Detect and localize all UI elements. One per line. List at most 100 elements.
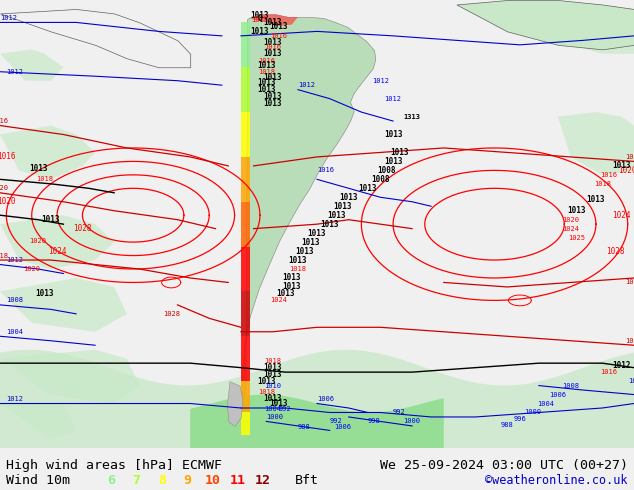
- Text: 1013: 1013: [320, 220, 339, 229]
- Text: 1013: 1013: [263, 370, 282, 379]
- Text: 1012: 1012: [298, 82, 315, 88]
- Text: 1013: 1013: [257, 78, 276, 87]
- Text: 992: 992: [279, 406, 292, 412]
- Text: 1020: 1020: [23, 266, 40, 272]
- Text: 1016: 1016: [258, 57, 275, 64]
- Text: 1013: 1013: [263, 363, 282, 372]
- Text: 1013: 1013: [263, 49, 282, 58]
- Text: 1016: 1016: [264, 44, 281, 50]
- Text: 1000: 1000: [404, 418, 420, 424]
- Text: Wind 10m: Wind 10m: [6, 474, 70, 488]
- Text: Q: Q: [257, 13, 262, 23]
- Text: 1013: 1013: [586, 195, 605, 204]
- Text: 1018: 1018: [290, 266, 306, 272]
- Text: 1028: 1028: [605, 246, 624, 256]
- Text: 1313: 1313: [404, 114, 420, 120]
- Text: 7: 7: [133, 474, 140, 488]
- Text: 996: 996: [514, 416, 526, 422]
- Text: 988: 988: [501, 422, 514, 428]
- Text: 8: 8: [158, 474, 165, 488]
- Text: 1013: 1013: [384, 157, 403, 166]
- Text: 1013: 1013: [263, 92, 282, 101]
- Text: 988: 988: [298, 424, 311, 430]
- Text: 1015: 1015: [252, 17, 268, 23]
- Text: 1016: 1016: [626, 154, 634, 160]
- Text: 10: 10: [204, 474, 221, 488]
- Text: 1013: 1013: [327, 211, 346, 220]
- Text: 1013: 1013: [288, 256, 307, 265]
- Text: 1013: 1013: [339, 193, 358, 202]
- Text: 1013: 1013: [257, 377, 276, 386]
- Text: 1013: 1013: [358, 184, 377, 193]
- Text: 1013: 1013: [269, 23, 288, 31]
- Text: 1020: 1020: [30, 238, 46, 244]
- Text: 1013: 1013: [276, 289, 295, 298]
- Text: 1013: 1013: [257, 85, 276, 94]
- Text: 1008: 1008: [377, 166, 396, 175]
- Text: 992: 992: [393, 410, 406, 416]
- Text: 1004: 1004: [537, 400, 553, 407]
- Text: 1013: 1013: [282, 273, 301, 282]
- Text: 1018: 1018: [626, 338, 634, 344]
- Text: 992: 992: [330, 418, 342, 424]
- Text: 1012: 1012: [6, 396, 23, 402]
- Text: 1000: 1000: [524, 410, 541, 416]
- Text: 1013: 1013: [41, 215, 60, 224]
- Text: 1013: 1013: [333, 202, 352, 211]
- Text: 1016: 1016: [600, 369, 617, 375]
- Text: 1016: 1016: [628, 378, 634, 384]
- Text: We 25-09-2024 03:00 UTC (00+27): We 25-09-2024 03:00 UTC (00+27): [380, 459, 628, 472]
- Text: 1018: 1018: [36, 176, 53, 182]
- Text: 1018: 1018: [258, 390, 275, 395]
- Text: 1016: 1016: [271, 33, 287, 39]
- Text: 1004: 1004: [264, 406, 281, 412]
- Text: 1006: 1006: [550, 392, 566, 397]
- Text: 1020: 1020: [562, 217, 579, 222]
- Text: 1016: 1016: [0, 152, 16, 161]
- Text: 1013: 1013: [282, 282, 301, 292]
- Text: 1024: 1024: [562, 226, 579, 232]
- Text: 1006: 1006: [317, 396, 334, 402]
- Text: 1013: 1013: [612, 161, 631, 171]
- Text: 11: 11: [230, 474, 246, 488]
- Text: 9: 9: [183, 474, 191, 488]
- Text: 1013: 1013: [263, 73, 282, 82]
- Text: 1004: 1004: [6, 329, 23, 335]
- Text: 1013: 1013: [250, 11, 269, 20]
- Text: 1008: 1008: [371, 175, 390, 184]
- Text: 1013: 1013: [29, 164, 48, 172]
- Text: 1012: 1012: [6, 69, 23, 75]
- Text: 1013: 1013: [301, 238, 320, 246]
- Text: 1013: 1013: [263, 393, 282, 403]
- Text: 1020: 1020: [0, 185, 8, 191]
- Text: 1025: 1025: [569, 235, 585, 241]
- Text: 1012: 1012: [372, 78, 389, 84]
- Text: 1012: 1012: [0, 15, 17, 21]
- Text: 1024: 1024: [48, 246, 67, 256]
- Text: 1013: 1013: [295, 246, 314, 256]
- Text: 1024: 1024: [612, 211, 631, 220]
- Text: 1010: 1010: [264, 384, 281, 390]
- Text: 1016: 1016: [317, 168, 334, 173]
- Text: 998: 998: [368, 418, 380, 424]
- Text: 1020: 1020: [0, 197, 16, 206]
- Text: 1012: 1012: [612, 361, 631, 370]
- Text: 1000: 1000: [266, 414, 283, 420]
- Text: 1013: 1013: [390, 148, 409, 157]
- Text: 1028: 1028: [163, 311, 179, 317]
- Text: 1013: 1013: [269, 399, 288, 408]
- Text: 1018: 1018: [594, 181, 611, 187]
- Text: 1028: 1028: [73, 224, 92, 233]
- Text: 1018: 1018: [258, 69, 275, 75]
- Text: 1013: 1013: [384, 130, 403, 139]
- Text: 1013: 1013: [567, 206, 586, 215]
- Text: 1008: 1008: [562, 383, 579, 389]
- Text: Bft: Bft: [295, 474, 319, 488]
- Text: 1006: 1006: [334, 424, 351, 430]
- Text: 1016: 1016: [600, 172, 617, 178]
- Text: 1020: 1020: [618, 166, 634, 175]
- Text: 1018: 1018: [0, 252, 8, 259]
- Text: 1013: 1013: [263, 38, 282, 47]
- Text: ©weatheronline.co.uk: ©weatheronline.co.uk: [485, 474, 628, 488]
- Text: 1013: 1013: [35, 289, 54, 298]
